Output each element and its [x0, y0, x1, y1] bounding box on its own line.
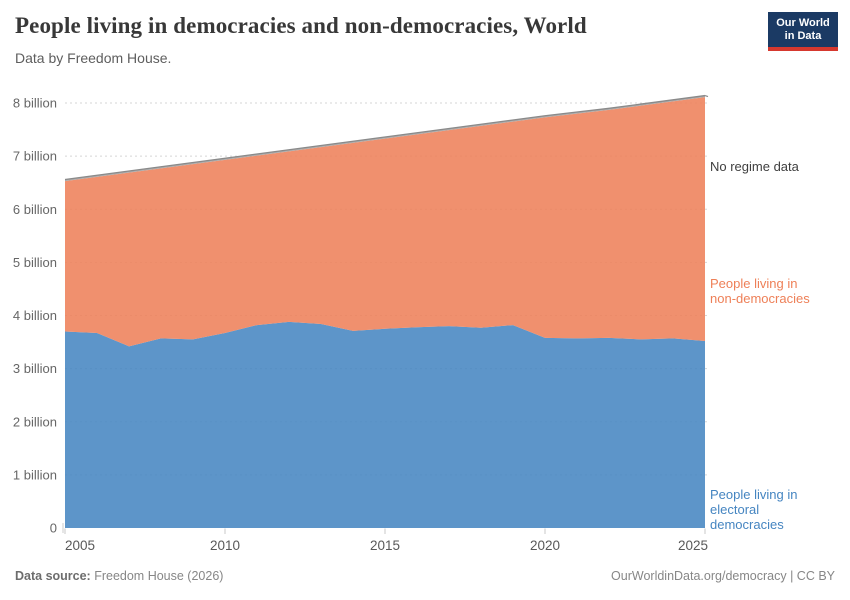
data-source-label: Data source:: [15, 569, 95, 583]
footer-right: OurWorldinData.org/democracy | CC BY: [611, 569, 835, 583]
logo-line-2: in Data: [784, 30, 822, 42]
y-tick-label: 1 billion: [13, 467, 57, 482]
x-tick-label: 2015: [370, 538, 400, 553]
y-tick-label: 7 billion: [13, 149, 57, 164]
area-no-regime-data: [65, 95, 705, 182]
stacked-area-chart: 0 1 billion 2 billion 3 billion 4 billion 5 b…: [0, 73, 850, 558]
chart-subtitle: Data by Freedom House.: [15, 50, 172, 66]
y-tick-label: 4 billion: [13, 308, 57, 323]
footer-url-link[interactable]: OurWorldinData.org/democracy: [611, 569, 787, 583]
page-title: People living in democracies and non-dem…: [15, 13, 587, 38]
footer-license-link[interactable]: CC BY: [796, 569, 835, 583]
y-tick-label: 5 billion: [13, 255, 57, 270]
y-tick-label: 6 billion: [13, 202, 57, 217]
x-tick-label: 2005: [65, 538, 95, 553]
y-tick-label: 3 billion: [13, 361, 57, 376]
x-tick-label: 2010: [210, 538, 240, 553]
owid-logo[interactable]: Our World in Data: [768, 12, 838, 51]
logo-line-1: Our World: [776, 17, 830, 29]
chart-footer: Data source: Freedom House (2026) OurWor…: [15, 569, 835, 583]
y-tick-label: 8 billion: [13, 96, 57, 111]
no-regime-leader-line: [704, 94, 709, 98]
world-total-line: [64, 94, 706, 181]
series-label-non-democracies: People living in non-democracies: [710, 276, 810, 306]
chart-canvas: 0 1 billion 2 billion 3 billion 4 billion 5 b…: [13, 94, 709, 553]
x-tick-label: 2025: [678, 538, 708, 553]
footer-separator: |: [790, 569, 797, 583]
area-electoral-democracies: [65, 321, 705, 528]
series-label-no-regime-data: No regime data: [710, 159, 799, 174]
y-tick-label: 2 billion: [13, 414, 57, 429]
data-source-value: Freedom House (2026): [94, 569, 224, 583]
y-tick-label: 0: [50, 521, 57, 536]
x-tick-label: 2020: [530, 538, 560, 553]
series-label-electoral-democracies: People living in electoral democracies: [710, 487, 798, 532]
area-non-democracies: [65, 97, 705, 347]
